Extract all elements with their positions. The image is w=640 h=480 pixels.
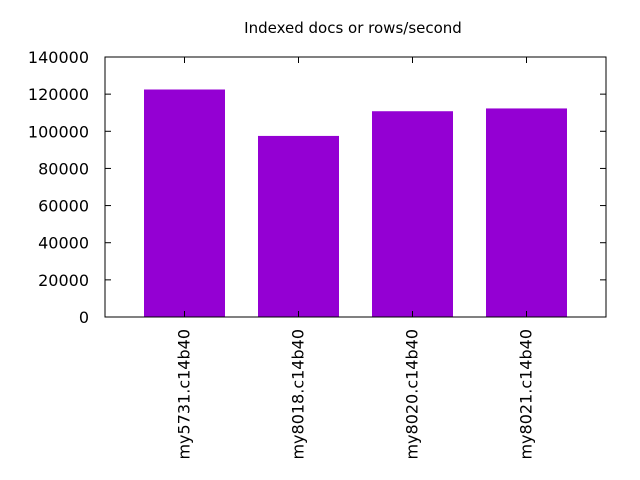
x-tick-label: my5731.c14b40	[175, 329, 194, 460]
y-tick-label: 40000	[38, 234, 89, 253]
y-tick-label: 20000	[38, 271, 89, 290]
y-tick-label: 80000	[38, 159, 89, 178]
x-axis: my5731.c14b40 my8018.c14b40 my8020.c14b40 m…	[175, 57, 536, 460]
chart-title: Indexed docs or rows/second	[244, 19, 462, 37]
x-tick-label: my8020.c14b40	[403, 329, 422, 460]
y-tick-label: 120000	[28, 85, 89, 104]
y-tick-label: 60000	[38, 197, 89, 216]
y-axis: 0 20000 40000 60000 80000 100000 120000 140000	[28, 48, 606, 327]
bar-my5731.c14b40	[144, 89, 225, 317]
y-tick-label: 100000	[28, 122, 89, 141]
bar-my8018.c14b40	[258, 135, 339, 317]
bars-group	[144, 89, 567, 317]
x-tick-label: my8021.c14b40	[517, 329, 536, 460]
y-tick-label: 0	[79, 308, 89, 327]
bar-my8020.c14b40	[372, 111, 453, 317]
x-tick-label: my8018.c14b40	[289, 329, 308, 460]
bar-my8021.c14b40	[486, 108, 567, 317]
y-tick-label: 140000	[28, 48, 89, 67]
plot-frame	[104, 56, 607, 318]
